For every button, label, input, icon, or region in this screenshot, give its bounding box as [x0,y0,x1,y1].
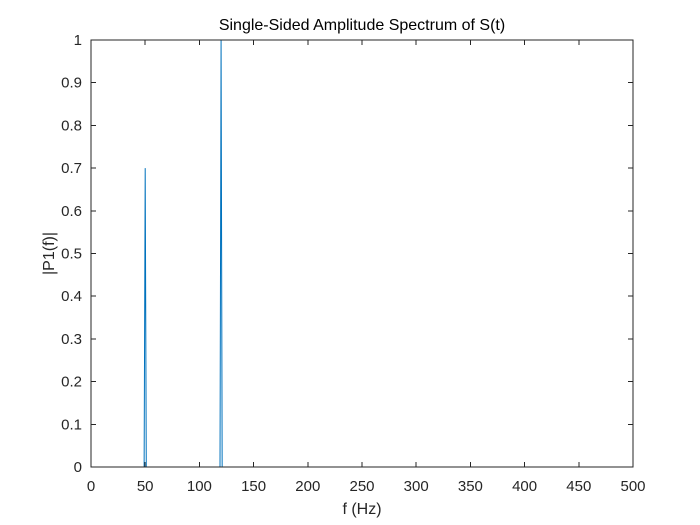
y-tick-label-10: 1 [74,32,82,49]
y-tick-label-4: 0.4 [61,288,82,305]
x-tick-label-7: 350 [458,478,483,495]
y-axis-title: |P1(f)| [41,232,58,275]
x-tick-label-9: 450 [566,478,591,495]
y-tick-label-2: 0.2 [61,374,82,391]
ticks-layer: 0 50 100 150 200 250 300 350 400 450 500 0 0.1 0.2 0.3… [61,32,645,495]
x-axis-title: f (Hz) [342,501,381,518]
x-tick-label-1: 50 [137,478,154,495]
chart-title: Single-Sided Amplitude Spectrum of S(t) [219,17,505,34]
x-tick-label-10: 500 [620,478,645,495]
x-tick-label-4: 200 [295,478,320,495]
y-tick-label-9: 0.9 [61,75,82,92]
x-tick-label-2: 100 [187,478,212,495]
y-tick-label-0: 0 [74,459,82,476]
y-tick-label-3: 0.3 [61,331,82,348]
y-tick-label-1: 0.1 [61,416,82,433]
y-tick-label-5: 0.5 [61,246,82,263]
plot-area [91,40,633,467]
x-tick-label-8: 400 [512,478,537,495]
x-tick-label-3: 150 [241,478,266,495]
x-tick-label-5: 250 [349,478,374,495]
x-tick-label-0: 0 [87,478,95,495]
y-tick-label-6: 0.6 [61,203,82,220]
y-tick-label-8: 0.8 [61,117,82,134]
y-tick-label-7: 0.7 [61,160,82,177]
x-tick-label-6: 300 [404,478,429,495]
